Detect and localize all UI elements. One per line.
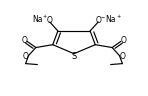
Text: O: O <box>21 36 27 45</box>
Text: +: + <box>43 14 47 19</box>
Text: O: O <box>119 52 125 61</box>
Text: Na: Na <box>32 15 43 24</box>
Text: +: + <box>116 14 120 19</box>
Text: Na: Na <box>105 15 116 24</box>
Text: O: O <box>23 52 29 61</box>
Text: O: O <box>121 36 127 45</box>
Text: S: S <box>71 53 77 62</box>
Text: O: O <box>47 16 53 25</box>
Text: −: − <box>100 15 105 20</box>
Text: O: O <box>96 16 102 25</box>
